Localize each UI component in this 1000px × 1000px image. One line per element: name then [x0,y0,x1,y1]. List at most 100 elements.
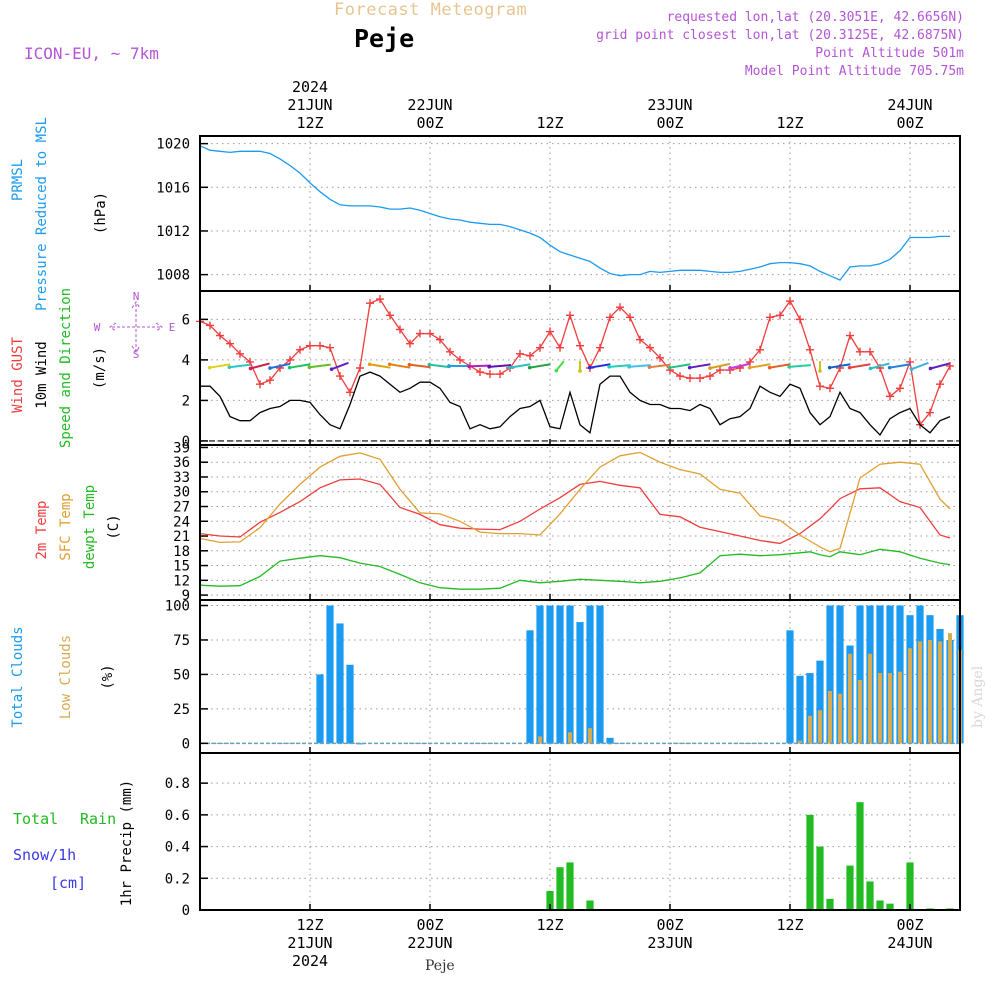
panel-label: 1hr Precip (mm) [119,780,135,906]
bottom-time-label: 00Z [896,916,923,934]
gust-marker [376,295,384,304]
temperature-ytick-label: 12 [173,573,190,589]
wind-vector-head [248,366,253,371]
wind-ytick-label: 0 [182,434,190,450]
top-time-label: 22JUN [407,96,452,114]
wind-vector-head [909,367,914,371]
gust-marker [766,313,774,322]
requested-coords: requested lon,lat (20.3051E, 42.6656N) [666,10,964,25]
panel-label: (%) [100,664,116,689]
wind-vector-head [307,365,312,370]
gust-marker [936,380,944,389]
clouds-bar [928,639,932,744]
wind-vector-head [767,365,772,370]
clouds-ytick-label: 100 [165,599,190,615]
wind-ytick-label: 4 [182,353,190,369]
wind-vector [930,362,950,370]
precip-total-label: Total [13,810,58,828]
gust-marker [926,408,934,417]
gust-marker [366,299,374,308]
top-time-label: 21JUN [287,96,332,114]
clouds-bar [806,673,814,744]
precipitation-bar [886,903,894,910]
wind-vector-head [627,365,631,369]
clouds-bar [888,673,892,744]
wind-vector [369,363,391,369]
clouds-bar [586,605,594,744]
wind-vector [689,363,711,369]
pressure-ytick-label: 1008 [156,268,190,284]
wind-vector [209,363,231,369]
gust-marker [296,345,304,354]
clouds-bar [838,693,842,744]
wind-vector [269,362,291,370]
wind-vector-head [467,364,471,369]
clouds-bar [808,715,812,744]
wind-ytick-label: 2 [182,393,190,409]
wind-vector [749,363,771,369]
temperature-line-2m-temp [199,478,951,545]
clouds-bar [786,630,794,744]
wind-vector [229,363,251,369]
gust-marker [866,347,874,356]
footer-location: Peje [425,958,455,974]
gust-marker [656,353,664,362]
clouds-bar [566,605,574,744]
gust-marker [426,329,434,338]
gust-marker [816,382,824,391]
panel-label: 10m Wind [34,341,50,408]
bottom-time-label: 12Z [536,916,563,934]
wind-vector-head [667,365,672,370]
gust-marker [686,374,694,383]
precipitation-ytick-label: 0 [182,903,190,919]
compass-north: N [133,290,140,303]
wind-vector [509,363,531,369]
temperature-line-sfc-temp [199,451,951,553]
gust-marker [756,345,764,354]
pressure-ytick-label: 1012 [156,224,190,240]
precipitation-bar [906,862,914,910]
precip-rain-label: Rain [80,810,116,828]
clouds-bar [526,630,534,744]
gust-marker [606,313,614,322]
clouds-bar [576,622,584,744]
clouds-bar [918,641,922,744]
bottom-time-label: 00Z [416,916,443,934]
gust-marker [446,347,454,356]
wind-vector [829,363,851,369]
gust-marker [496,370,504,379]
clouds-bar [898,671,902,744]
panel-label: (m/s) [92,347,108,389]
clouds-bar [798,740,802,744]
meteogram-header: Forecast Meteogram Peje ICON-EU, ~ 7km r… [0,0,1000,90]
wind-vector-head [329,367,334,371]
gust-marker [396,325,404,334]
clouds-bar [908,648,912,744]
wind-vector [529,363,551,369]
top-time-label: 12Z [776,114,803,132]
wind-line-wind-gust [199,298,951,427]
wind-vector-head [578,369,582,373]
wind-vector-head [387,362,392,367]
panel-label: Pressure Reduced to MSL [34,117,50,311]
gust-marker [716,366,724,375]
temperature-frame [199,444,961,601]
panel-label: 2m Temp [34,500,50,559]
precipitation-ytick-label: 0.8 [165,776,190,792]
clouds-bar [596,605,604,744]
gust-marker [406,339,414,348]
gust-marker [516,349,524,358]
gust-marker [356,364,364,372]
wind-vector-head [607,365,611,369]
precipitation-bar [876,900,884,910]
gust-marker [946,361,954,370]
temperature-ytick-label: 39 [173,440,190,456]
precipitation-frame [199,752,961,911]
clouds-bar [556,605,564,744]
top-time-label: 12Z [536,114,563,132]
gust-marker [236,349,244,358]
clouds-bar [818,710,822,744]
wind-vector [889,363,911,369]
